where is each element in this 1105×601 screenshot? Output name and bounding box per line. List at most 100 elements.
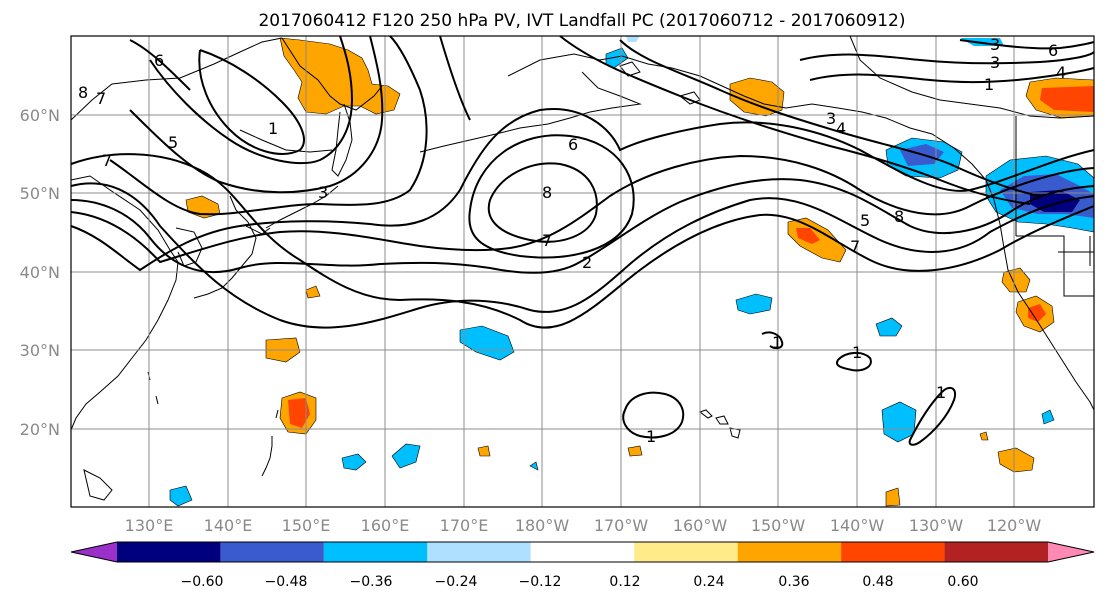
pv-contour-10	[487, 162, 598, 243]
contour-label: 5	[860, 211, 870, 230]
positive-anomaly-patch-small-7	[979, 431, 989, 441]
coastline-aleutians	[419, 111, 591, 153]
pv-contour-3	[70, 178, 1095, 274]
lon-label: 160°E	[361, 516, 410, 535]
lat-label: 50°N	[20, 184, 60, 203]
negative-anomaly-patch-small-2	[341, 453, 367, 471]
contour-label: 1	[984, 75, 994, 94]
colorbar-segment	[841, 542, 945, 562]
positive-anomaly-patch-small-5	[997, 447, 1035, 473]
pv-contour-7	[129, 35, 384, 194]
pv-contour-11	[468, 134, 635, 259]
pv-contour-18	[836, 352, 872, 372]
negative-anomaly-patch-small-4	[1041, 409, 1055, 425]
negative-anomaly-patch-midlat	[459, 325, 515, 361]
positive-anomaly-patch-small-1	[305, 285, 321, 299]
colorbar-tick-label: 0.36	[778, 574, 809, 590]
contour-label: 1	[646, 427, 656, 446]
contour-label: 1	[852, 343, 862, 362]
lon-axis: 130°E 140°E 150°E 160°E 170°E 180°W 170°…	[125, 516, 1042, 535]
contour-label: 2	[582, 253, 592, 272]
colorbar-segments	[70, 541, 1095, 563]
colorbar-tick-label: −0.36	[350, 574, 393, 590]
coastline-kamchatka	[331, 103, 353, 177]
negative-anomaly-patch-small-3	[169, 485, 193, 507]
colorbar-tick-label: 0.12	[609, 574, 640, 590]
lon-label: 170°W	[594, 516, 649, 535]
lat-label: 60°N	[20, 106, 60, 125]
positive-anomaly-patch-small-4	[627, 445, 643, 457]
negative-anomaly-patch-east-1	[735, 293, 773, 315]
colorbar-segment	[220, 542, 324, 562]
contour-label: 7	[850, 237, 860, 256]
colorbar: −0.60 −0.48 −0.36 −0.24 −0.12 0.12 0.24 …	[70, 541, 1095, 590]
pv-contour-5	[70, 108, 1095, 272]
contour-label: 1	[936, 383, 946, 402]
contour-label: 8	[78, 83, 88, 102]
lon-label: 180°W	[515, 516, 570, 535]
contour-label: 3	[990, 53, 1000, 72]
colorbar-tick-label: −0.12	[519, 574, 562, 590]
contour-label: 3	[826, 109, 836, 128]
pv-contour-13	[559, 35, 1031, 205]
negative-anomaly-patch-small-5	[529, 461, 539, 471]
pv-contour-15	[809, 67, 1095, 84]
pv-contour-1	[70, 153, 1095, 329]
coastline-canada-north	[849, 35, 1095, 119]
lat-axis: 60°N 50°N 40°N 30°N 20°N	[20, 106, 60, 439]
colorbar-segment	[634, 542, 738, 562]
positive-anomaly-patch-west-coast-north	[1001, 267, 1031, 293]
strong-anomaly-patch-west-coast-south	[1028, 304, 1046, 322]
lon-label: 150°W	[751, 516, 806, 535]
lon-label: 120°W	[987, 516, 1042, 535]
negative-anomaly-patch-arctic	[626, 36, 640, 42]
coastlines	[70, 35, 1095, 501]
shaded-anomalies	[169, 36, 1095, 507]
colorbar-tick-label: −0.48	[265, 574, 308, 590]
positive-anomaly-patch-small-3	[477, 445, 491, 457]
lat-label: 30°N	[20, 341, 60, 360]
contour-label: 3	[990, 35, 1000, 54]
coastline-korea	[175, 227, 203, 267]
colorbar-tick-label: 0.60	[947, 574, 978, 590]
pv-contour-19	[761, 331, 784, 350]
lon-label: 130°E	[125, 516, 174, 535]
contour-label: 4	[1056, 63, 1066, 82]
lon-label: 140°W	[830, 516, 885, 535]
contour-label: 1	[268, 119, 278, 138]
map-frame	[70, 35, 1095, 508]
colorbar-segment	[530, 542, 635, 562]
pv-contour-17	[622, 391, 685, 439]
map-title: 2017060412 F120 250 hPa PV, IVT Landfall…	[258, 11, 905, 31]
contour-label: 6	[154, 51, 164, 70]
colorbar-tick-label: −0.60	[181, 574, 224, 590]
pv-contour-6	[109, 35, 471, 216]
colorbar-segment	[427, 542, 531, 562]
contour-label: 8	[542, 183, 552, 202]
contour-label: 6	[568, 135, 578, 154]
strong-anomaly-patch-subtropics	[288, 398, 310, 428]
pv-contour-16	[959, 39, 1095, 50]
pv-contour-4	[70, 154, 1095, 264]
contour-label: 4	[836, 119, 846, 138]
map-panel: 8 7 6 5 7 1 3 6 8 7 2 4 3 8 5 7 6 3 4 1 …	[70, 35, 1095, 508]
coastline-asia	[70, 37, 383, 431]
contour-label: 3	[318, 183, 328, 202]
contour-label: 1	[772, 333, 782, 352]
contour-label: 6	[1048, 41, 1058, 60]
contour-label: 7	[542, 231, 552, 250]
colorbar-segment	[117, 542, 221, 562]
colorbar-segment	[323, 542, 428, 562]
colorbar-outline	[70, 541, 1095, 563]
contour-label: 8	[894, 207, 904, 226]
pv-contours	[70, 35, 1095, 446]
colorbar-tick-label: −0.24	[435, 574, 478, 590]
coastline-north-america	[953, 147, 1095, 411]
lon-label: 170°E	[440, 516, 489, 535]
contour-labels: 8 7 6 5 7 1 3 6 8 7 2 4 3 8 5 7 6 3 4 1 …	[78, 35, 1066, 446]
strong-anomaly-patch-canada-east	[1040, 86, 1094, 112]
colorbar-segment	[71, 542, 117, 562]
lat-label: 20°N	[20, 420, 60, 439]
colorbar-segment	[1048, 542, 1094, 562]
